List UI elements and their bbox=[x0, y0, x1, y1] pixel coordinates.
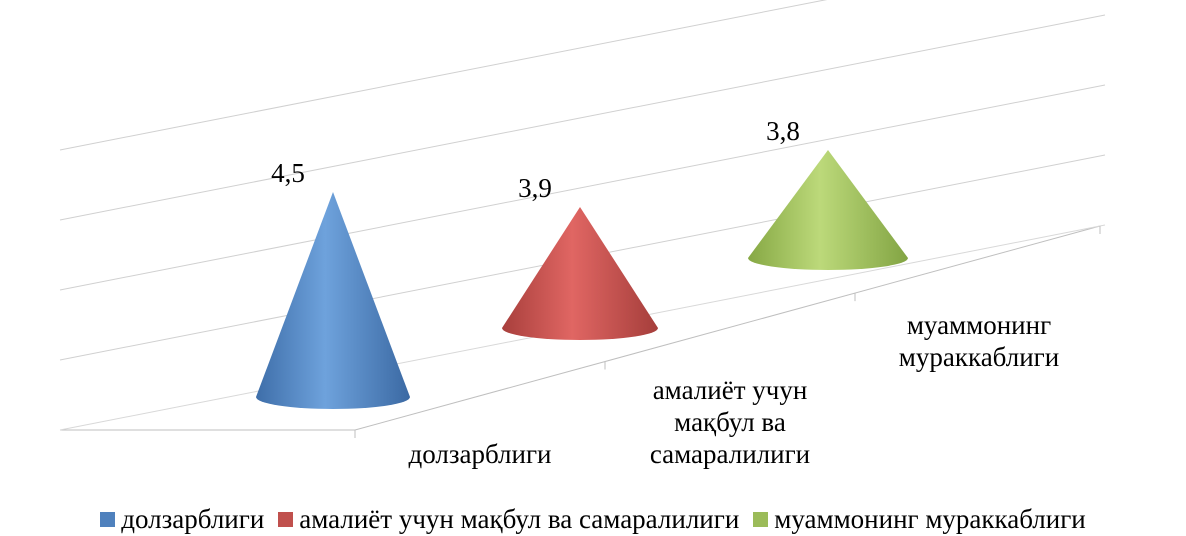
legend: долзарблиги амалиёт учун мақбул ва самар… bbox=[0, 502, 1186, 536]
cones bbox=[256, 150, 908, 409]
cone-chart: 4,5 3,9 3,8 долзарблиги амалиёт учун мақбул … bbox=[59, 0, 1106, 469]
legend-label: муаммонинг мураккаблиги bbox=[774, 503, 1086, 534]
data-label: 4,5 bbox=[271, 158, 305, 188]
cone-body bbox=[256, 192, 410, 409]
gridline bbox=[59, 0, 828, 151]
legend-item: долзарблиги bbox=[100, 504, 264, 535]
data-label: 3,9 bbox=[518, 173, 552, 203]
legend-swatch bbox=[100, 511, 116, 527]
gridline bbox=[59, 84, 1106, 291]
gridline bbox=[59, 14, 1106, 221]
cone-bar bbox=[502, 207, 658, 340]
category-label: долзарблиги bbox=[408, 439, 551, 469]
legend-label: амалиёт учун мақбул ва самаралилиги bbox=[299, 503, 740, 534]
data-labels: 4,5 3,9 3,8 bbox=[271, 116, 800, 203]
legend-swatch bbox=[753, 511, 769, 527]
category-label: амалиёт учун мақбул ва самаралилиги bbox=[650, 375, 810, 469]
legend-item: амалиёт учун мақбул ва самаралилиги bbox=[278, 504, 739, 535]
cone-bar bbox=[748, 150, 908, 270]
category-label: муаммонинг мураккаблиги bbox=[899, 310, 1059, 372]
legend-swatch bbox=[278, 511, 294, 527]
cone-body bbox=[502, 207, 658, 340]
floor-side-edge bbox=[354, 225, 1101, 431]
cone-bar bbox=[256, 192, 410, 409]
cone-body bbox=[748, 150, 908, 270]
legend-item: муаммонинг мураккаблиги bbox=[753, 503, 1086, 535]
category-labels: долзарблиги амалиёт учун мақбул ва самарали… bbox=[408, 310, 1059, 469]
legend-label: долзарблиги bbox=[121, 503, 265, 534]
data-label: 3,8 bbox=[766, 116, 800, 146]
